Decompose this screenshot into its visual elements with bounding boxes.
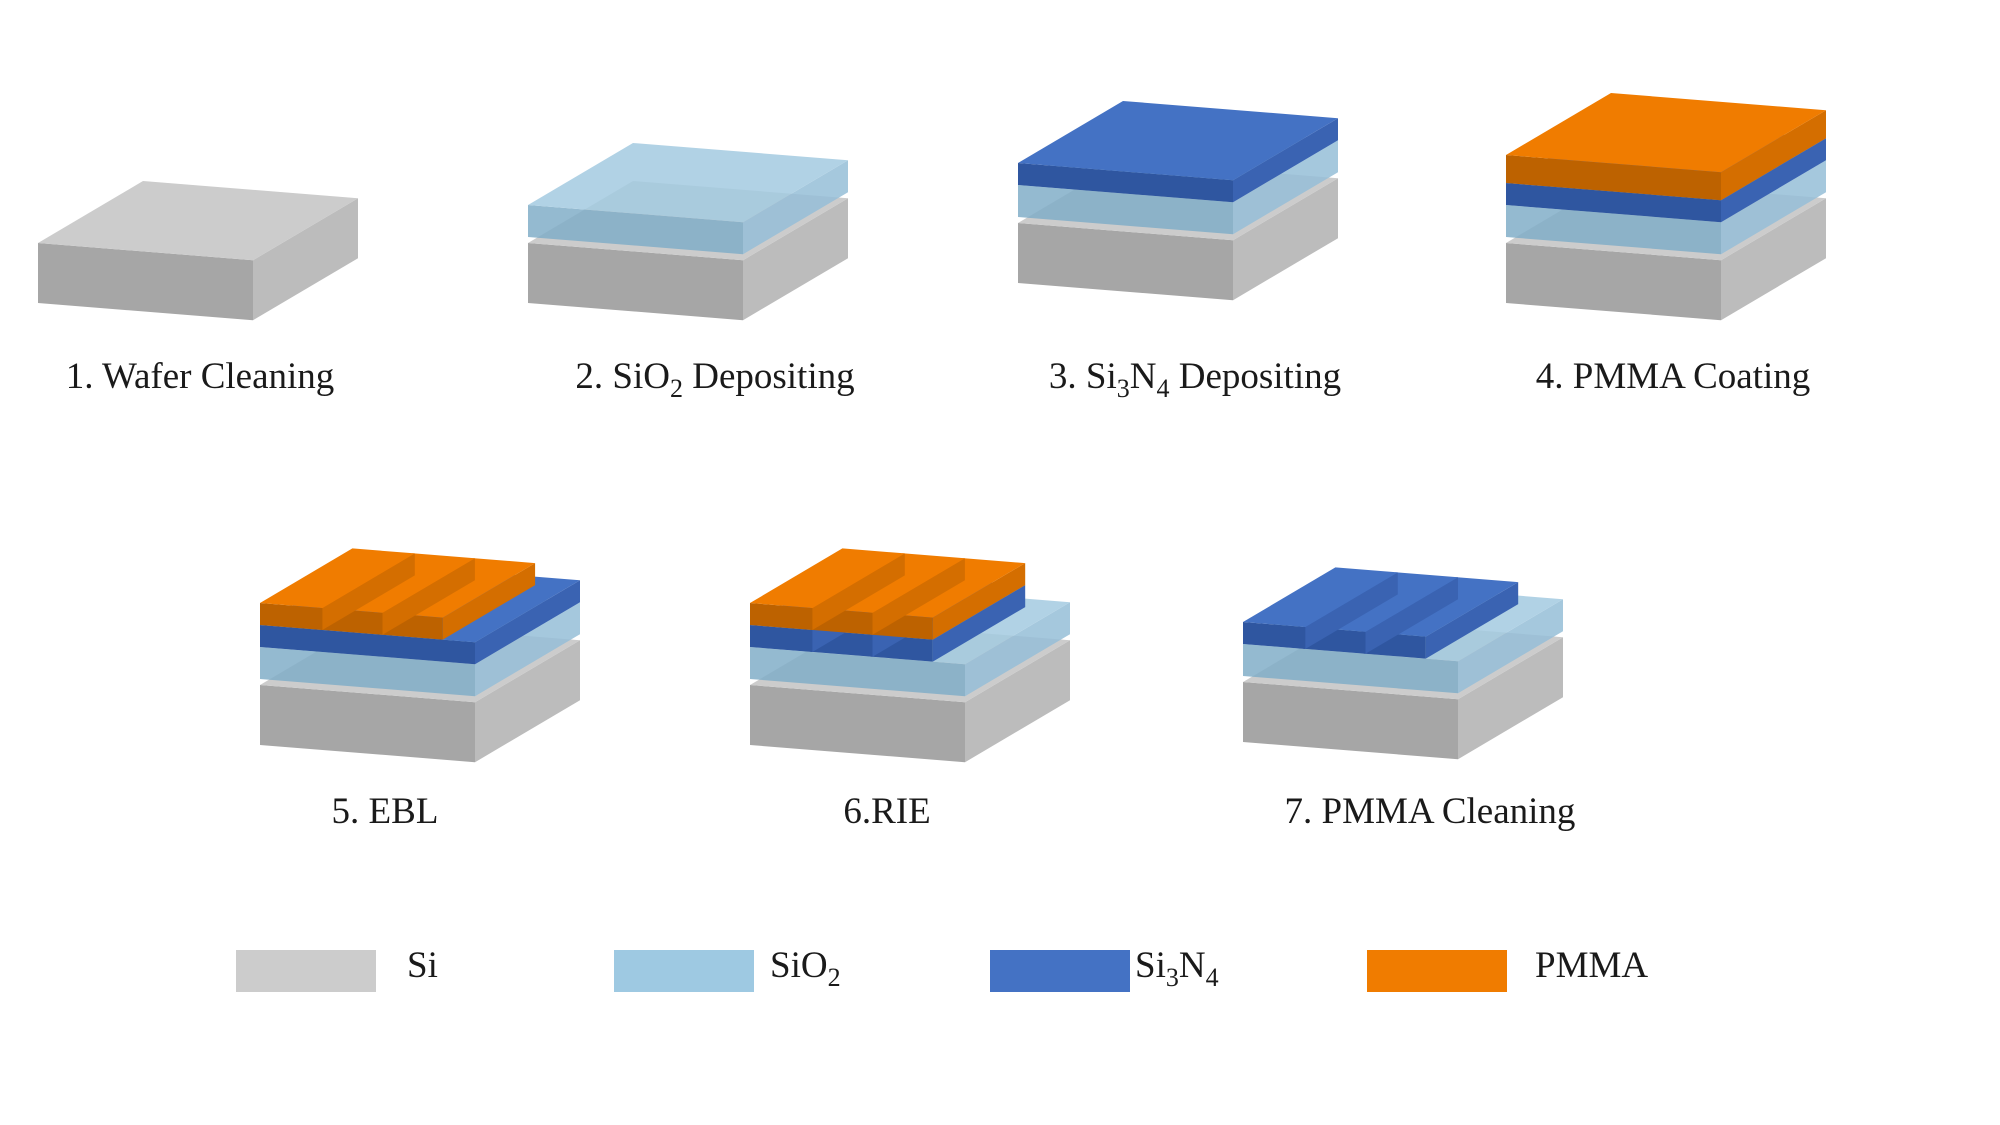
si-layer-side-face [253, 198, 358, 321]
si3n4-layer-front-face [1506, 183, 1721, 223]
step-7-label: 7. PMMA Cleaning [1285, 791, 1576, 832]
si3n4-layer-side-face [475, 580, 580, 665]
pmma-layer [1506, 93, 1826, 201]
step-5-block [260, 548, 580, 763]
legend: Si SiO2 Si3N4 PMMA [236, 945, 1648, 992]
pmma-layer-front-face [1506, 155, 1721, 201]
si3n4-layer-top-face [1018, 101, 1338, 181]
pmma-stripe-1-side-face [322, 553, 415, 630]
step-6-block [750, 548, 1070, 763]
sio2-layer-top-face [528, 143, 848, 223]
si3n4-stripe-1-front-face [750, 625, 813, 652]
si-layer-front-face [528, 243, 743, 321]
si-layer [38, 181, 358, 321]
step-4-block [1506, 93, 1826, 321]
si-layer-front-face [260, 685, 475, 763]
si-layer-front-face [750, 685, 965, 763]
pmma-layer-top-face [1506, 93, 1826, 173]
si3n4-stripe-2-side-face [1365, 577, 1458, 654]
sio2-layer-side-face [1721, 160, 1826, 255]
pmma-stripe-1-front-face [750, 603, 813, 630]
si-layer-side-face [1233, 178, 1338, 301]
sio2-layer-side-face [475, 602, 580, 697]
step-7-pmma-cleaning: 7. PMMA Cleaning [1243, 567, 1575, 832]
step-3-si3n4-depositing: 3. Si3N4 Depositing [1018, 101, 1341, 403]
step-2-label: 2. SiO2 Depositing [575, 356, 854, 403]
si-layer-front-face [1243, 682, 1458, 760]
sio2-layer-front-face [750, 647, 965, 697]
si3n4-stripe-1-top-face [1243, 567, 1398, 627]
sio2-layer-side-face [1233, 140, 1338, 235]
step-2-sio2-depositing: 2. SiO2 Depositing [528, 143, 855, 403]
step-6-label: 6.RIE [843, 791, 930, 832]
legend-label-si3n4: Si3N4 [1135, 945, 1219, 992]
sio2-layer [528, 143, 848, 255]
step-3-label: 3. Si3N4 Depositing [1049, 356, 1341, 403]
sio2-layer-front-face [528, 205, 743, 255]
pmma-stripe-2-side-face [872, 558, 965, 635]
si3n4-layer-front-face [1018, 163, 1233, 203]
sio2-layer-front-face [260, 647, 475, 697]
legend-swatch-sio2 [614, 950, 754, 992]
pmma-stripe-2-side-face [382, 558, 475, 635]
step-5-label: 5. EBL [332, 791, 439, 832]
step-7-block [1243, 567, 1563, 760]
si3n4-stripe-3-side-face [932, 585, 1026, 662]
step-1-label: 1. Wafer Cleaning [66, 356, 335, 397]
legend-label-si: Si [407, 945, 438, 986]
pmma-stripe-1-side-face [812, 553, 905, 630]
si3n4-stripe-1 [1243, 567, 1398, 649]
si-layer-side-face [1721, 198, 1826, 321]
si-layer-side-face [1458, 637, 1563, 760]
pmma-stripe-3-side-face [932, 563, 1026, 640]
si3n4-stripe-1-side-face [1305, 572, 1398, 649]
step-2-block [528, 143, 848, 321]
step-4-label: 4. PMMA Coating [1536, 356, 1810, 397]
si3n4-stripe-1-front-face [1243, 622, 1306, 649]
step-4-pmma-coating: 4. PMMA Coating [1506, 93, 1826, 397]
pmma-stripe-1 [260, 548, 415, 630]
si-layer-top-face [38, 181, 358, 261]
step-1-block [38, 181, 358, 321]
si3n4-layer-front-face [260, 625, 475, 665]
si-layer-side-face [475, 640, 580, 763]
si-layer-side-face [743, 198, 848, 321]
si-layer-front-face [1506, 243, 1721, 321]
legend-label-pmma: PMMA [1535, 945, 1648, 986]
step-3-block [1018, 101, 1338, 301]
sio2-layer-side-face [743, 160, 848, 255]
sio2-layer-side-face [1458, 599, 1563, 694]
pmma-stripe-1-front-face [260, 603, 323, 630]
pmma-stripe-1-top-face [750, 548, 905, 608]
legend-swatch-si3n4 [990, 950, 1130, 992]
legend-swatch-pmma [1367, 950, 1507, 992]
pmma-layer-side-face [1721, 110, 1826, 201]
step-1-wafer-cleaning: 1. Wafer Cleaning [38, 181, 358, 397]
pmma-stripe-1-top-face [260, 548, 415, 608]
step-6-rie: 6.RIE [750, 548, 1070, 832]
step-5-ebl: 5. EBL [260, 548, 580, 832]
si-layer-side-face [965, 640, 1070, 763]
legend-swatch-si [236, 950, 376, 992]
si-layer-front-face [1018, 223, 1233, 301]
si3n4-stripe-3-side-face [1425, 582, 1519, 659]
si3n4-layer-side-face [1233, 118, 1338, 203]
si-layer-front-face [38, 243, 253, 321]
pmma-stripe-1 [750, 548, 905, 630]
legend-label-sio2: SiO2 [770, 945, 841, 992]
pmma-stripe-3-side-face [442, 563, 536, 640]
sio2-layer-front-face [1506, 205, 1721, 255]
si3n4-layer-side-face [1721, 138, 1826, 223]
sio2-layer-front-face [1018, 185, 1233, 235]
si3n4-layer [1018, 101, 1338, 203]
sio2-layer-front-face [1243, 644, 1458, 694]
sio2-layer-side-face [965, 602, 1070, 697]
